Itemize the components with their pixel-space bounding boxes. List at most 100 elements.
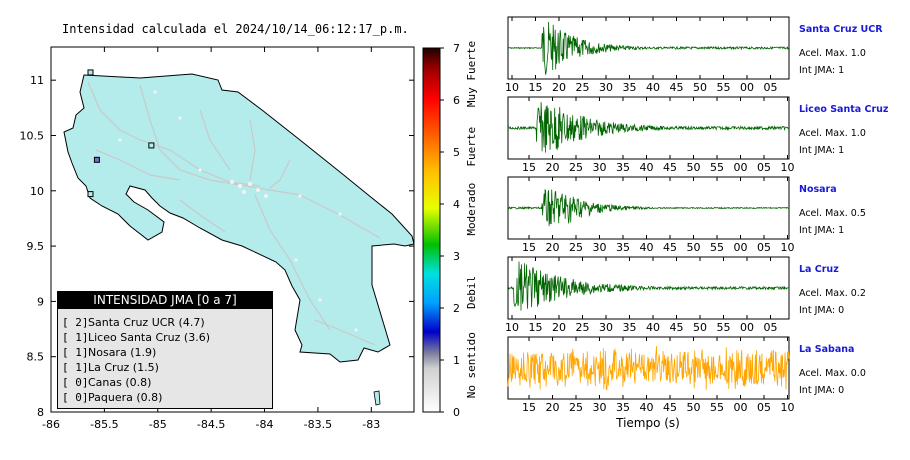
max-acceleration: Acel. Max. 0.2	[799, 288, 866, 299]
legend-heading: INTENSIDAD JMA [0 a 7]	[58, 292, 272, 309]
legend-item: [ 0]Canas (0.8)	[62, 375, 272, 390]
time-tick-label: 25	[576, 321, 590, 334]
time-tick-label: 35	[623, 321, 637, 334]
legend-item: [ 0]Paquera (0.8)	[62, 390, 272, 405]
time-tick-label: 00	[740, 321, 754, 334]
legend-item-label: Nosara (1.9)	[88, 346, 157, 359]
jma-intensity: Int JMA: 1	[799, 225, 845, 236]
map-x-tick-label: -85.5	[90, 418, 118, 431]
legend-item: [ 1]Nosara (1.9)	[62, 345, 272, 360]
time-tick-label: 05	[764, 321, 778, 334]
colorbar-tick-label: 7	[453, 42, 460, 55]
map-x-tick-label: -84	[256, 418, 274, 431]
seismogram-panels: 10 15 20 25 30 35 40 45 50 55 00 05 15 20 25 30 35 40 45 50…	[505, 16, 795, 430]
time-tick-label: 50	[693, 321, 707, 334]
time-tick-label: 50	[687, 401, 701, 414]
jma-intensity: Int JMA: 1	[799, 65, 845, 76]
legend-item: [ 2]Santa Cruz UCR (4.7)	[62, 315, 272, 330]
station-name: Nosara	[799, 184, 837, 195]
time-tick-label: 40	[640, 161, 654, 174]
time-tick-label: 50	[687, 161, 701, 174]
time-tick-label: 40	[646, 321, 660, 334]
map-x-tick-label: -83.5	[304, 418, 332, 431]
legend-item-intensity: [ 1]	[62, 346, 89, 359]
legend-item-intensity: [ 0]	[62, 391, 89, 404]
map-x-tick-label: -83	[362, 418, 380, 431]
time-tick-label: 15	[522, 161, 536, 174]
jma-intensity: Int JMA: 0	[799, 385, 845, 396]
time-tick-label: 30	[593, 401, 607, 414]
legend-item-label: Liceo Santa Cruz (3.6)	[88, 331, 210, 344]
legend-item-intensity: [ 1]	[62, 331, 89, 344]
time-tick-label: 15	[529, 81, 543, 94]
time-tick-label: 50	[687, 241, 701, 254]
time-tick-label: 25	[569, 161, 583, 174]
time-tick-label: 05	[764, 81, 778, 94]
legend-item: [ 1]La Cruz (1.5)	[62, 360, 272, 375]
legend-item-intensity: [ 0]	[62, 376, 89, 389]
time-tick-label: 20	[546, 241, 560, 254]
waveform-line	[507, 102, 790, 153]
trace-panel: 10 15 20 25 30 35 40 45 50 55 00 05	[505, 16, 790, 94]
time-tick-label: 45	[663, 241, 677, 254]
station-marker	[93, 156, 100, 163]
map-x-tick-label: -84.5	[197, 418, 225, 431]
time-tick-label: 20	[552, 81, 566, 94]
time-tick-label: 55	[710, 161, 724, 174]
map-y-tick-label: 8.5	[27, 351, 45, 364]
time-tick-label: 45	[670, 321, 684, 334]
time-tick-label: 05	[757, 401, 771, 414]
jma-intensity: Int JMA: 1	[799, 145, 845, 156]
intensity-map: -86 -85.5 -85 -84.5 -84 -83.5 -83 11 10.5 10 9.5 9…	[20, 46, 415, 431]
time-tick-label: 40	[640, 241, 654, 254]
time-tick-label: 15	[522, 401, 536, 414]
time-tick-label: 15	[529, 321, 543, 334]
trace-panel: 15 20 25 30 35 40 45 50 55 00 05 10	[507, 336, 795, 414]
map-x-tick-label: -86	[42, 418, 60, 431]
time-tick-label: 35	[623, 81, 637, 94]
max-acceleration: Acel. Max. 0.5	[799, 208, 866, 219]
time-tick-label: 25	[576, 81, 590, 94]
legend-item: [ 1]Liceo Santa Cruz (3.6)	[62, 330, 272, 345]
waveform-line	[507, 21, 790, 75]
waveform-line	[507, 261, 790, 311]
trace-panel: 15 20 25 30 35 40 45 50 55 00 05 10	[507, 96, 795, 174]
time-tick-label: 20	[546, 161, 560, 174]
legend-item-label: Santa Cruz UCR (4.7)	[88, 316, 205, 329]
legend-item-intensity: [ 1]	[62, 361, 89, 374]
legend-item-label: Canas (0.8)	[88, 376, 152, 389]
legend-item-label: La Cruz (1.5)	[88, 361, 159, 374]
legend-item-label: Paquera (0.8)	[88, 391, 163, 404]
max-acceleration: Acel. Max. 1.0	[799, 128, 866, 139]
time-tick-label: 10	[505, 81, 519, 94]
station-markers	[87, 69, 155, 198]
time-tick-label: 05	[757, 161, 771, 174]
time-tick-label: 00	[734, 241, 748, 254]
colorbar-tick-label: 5	[453, 146, 460, 159]
x-axis-label: Tiempo (s)	[615, 416, 680, 430]
colorbar: 0 1 2 3 4 5 6 7 No sentido Debil Moderado Fuerte Mu…	[422, 41, 478, 419]
colorbar-tick-label: 4	[453, 198, 460, 211]
station-marker	[87, 191, 94, 198]
station-marker	[148, 142, 155, 149]
colorbar-category-label: Moderado	[465, 183, 478, 236]
time-tick-label: 30	[599, 321, 613, 334]
station-name: Liceo Santa Cruz	[799, 104, 889, 115]
time-tick-label: 35	[616, 161, 630, 174]
colorbar-category-label: Muy Fuerte	[465, 41, 478, 107]
time-tick-label: 50	[693, 81, 707, 94]
time-tick-label: 45	[663, 161, 677, 174]
colorbar-category-label: Debil	[465, 276, 478, 309]
max-acceleration: Acel. Max. 1.0	[799, 48, 866, 59]
time-tick-label: 05	[757, 241, 771, 254]
time-tick-label: 55	[710, 241, 724, 254]
max-acceleration: Acel. Max. 0.0	[799, 368, 866, 379]
map-y-tick-label: 10.5	[20, 129, 45, 142]
waveform-line	[507, 188, 790, 227]
map-x-tick-label: -85	[149, 418, 167, 431]
time-tick-label: 55	[710, 401, 724, 414]
waveform-line	[507, 346, 790, 391]
time-tick-label: 20	[546, 401, 560, 414]
time-tick-label: 10	[781, 401, 795, 414]
time-tick-label: 30	[593, 241, 607, 254]
